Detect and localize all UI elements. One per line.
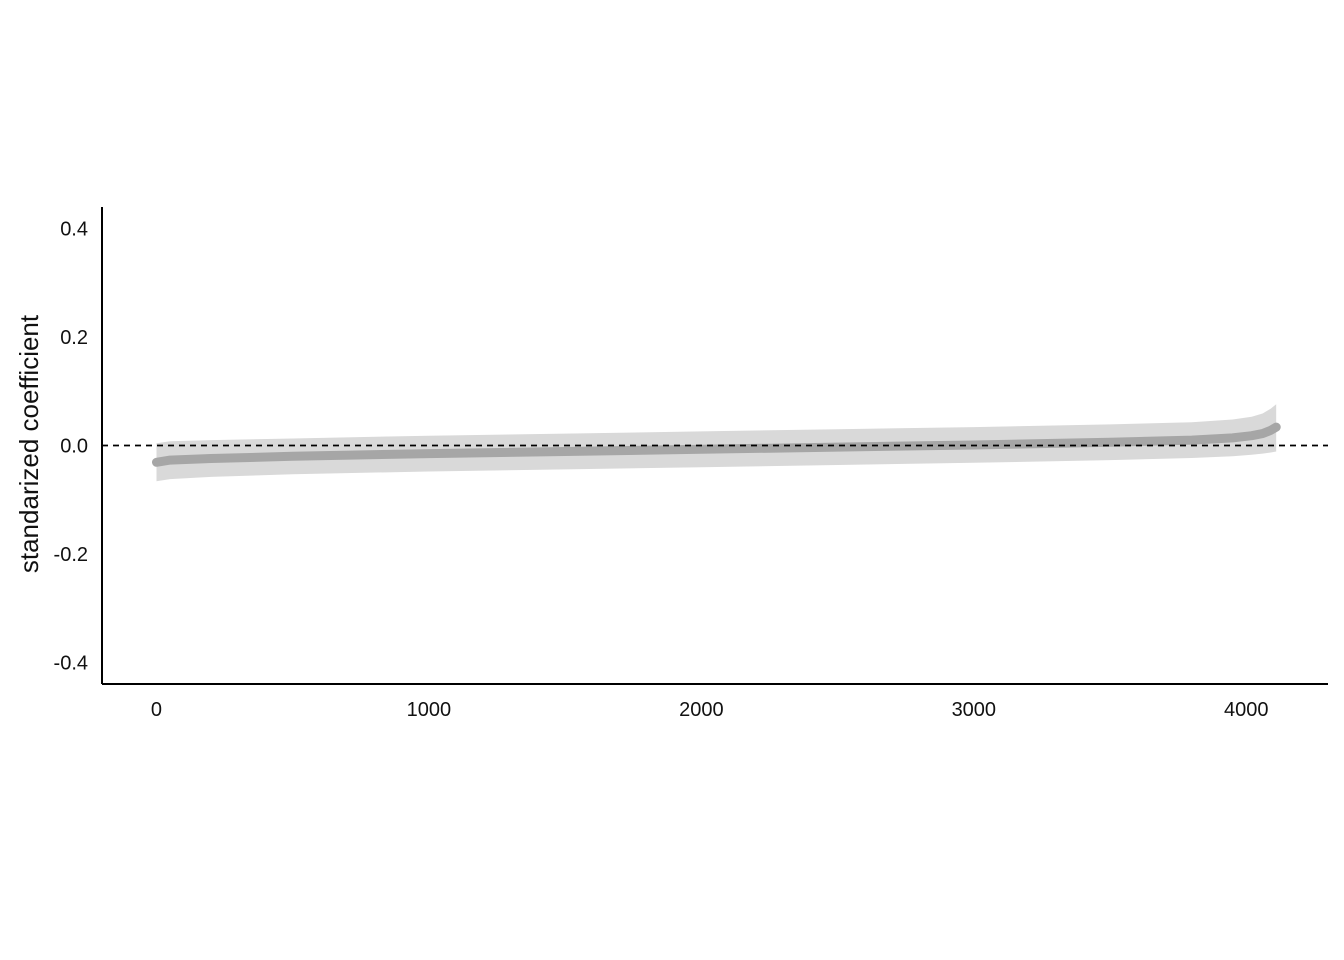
x-tick-label: 4000	[1224, 699, 1269, 721]
y-tick-labels: 0.4 0.2 0.0 -0.2 -0.4	[54, 219, 88, 675]
confidence-band	[156, 404, 1277, 482]
y-tick-label: -0.4	[54, 652, 88, 674]
y-tick-label: 0.2	[60, 327, 88, 349]
y-axis-title: standarized coefficient	[14, 314, 44, 573]
y-tick-label: -0.2	[54, 544, 88, 566]
x-tick-label: 0	[151, 699, 162, 721]
x-tick-label: 2000	[679, 699, 724, 721]
y-tick-label: 0.4	[60, 219, 88, 241]
x-tick-label: 1000	[407, 699, 452, 721]
confidence-band-layer	[156, 404, 1277, 482]
x-tick-labels: 0 1000 2000 3000 4000	[151, 699, 1269, 721]
axes	[101, 207, 1328, 685]
x-tick-label: 3000	[952, 699, 997, 721]
y-tick-label: 0.0	[60, 436, 88, 458]
